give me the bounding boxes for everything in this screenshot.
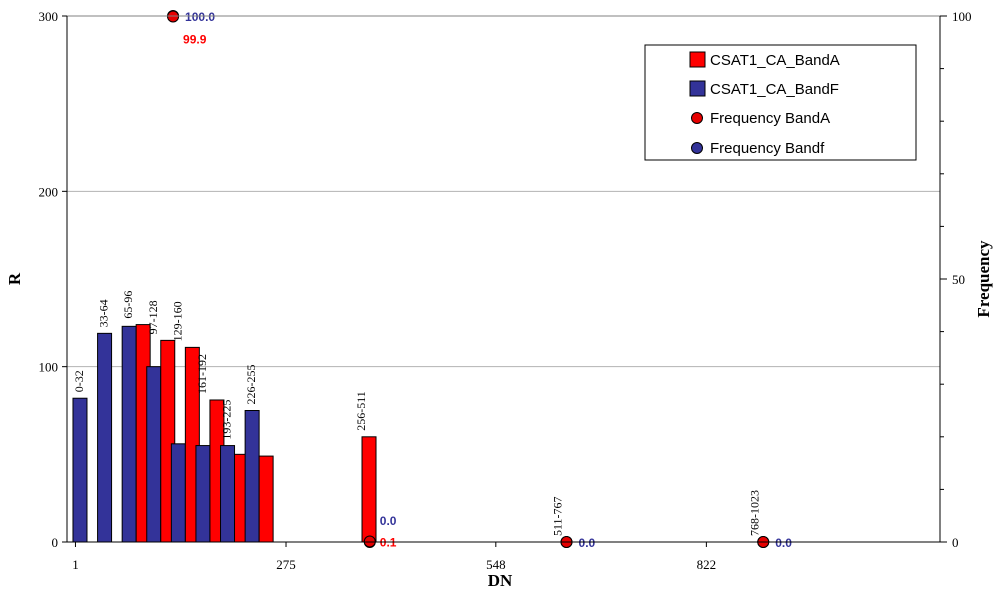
y2-tick-label: 100 <box>952 9 972 24</box>
legend-marker-frequency-banda <box>691 112 703 124</box>
bar-banda <box>258 455 274 543</box>
bar-group-label: 97-128 <box>146 300 160 334</box>
y2-axis-title: Frequency <box>974 240 993 318</box>
legend-marker-frequency-bandf <box>691 142 703 154</box>
legend-label-frequency-bandf: Frequency Bandf <box>710 140 825 157</box>
legend-label-banda: CSAT1_CA_BandA <box>710 52 840 69</box>
legend-item-frequency-banda: Frequency BandA <box>691 110 830 127</box>
y-tick-label: 200 <box>39 184 59 199</box>
bar-group-label: 65-96 <box>121 291 135 319</box>
bar-bandf <box>121 325 137 543</box>
axes <box>62 15 947 547</box>
bar-group-label: 511-767 <box>551 496 565 536</box>
frequency-point <box>363 535 376 548</box>
bar-bandf <box>195 445 211 543</box>
frequency-bandf-label: 0.0 <box>579 536 596 550</box>
x-tick-label: 1 <box>72 557 79 572</box>
legend: CSAT1_CA_BandA CSAT1_CA_BandF Frequency … <box>644 44 917 161</box>
frequency-bandf-label: 100.0 <box>185 10 215 24</box>
legend-item-bandf: CSAT1_CA_BandF <box>689 80 839 98</box>
y2-tick-label: 50 <box>952 272 965 287</box>
y2-tick-label: 0 <box>952 535 959 550</box>
bar-bandf <box>244 410 260 543</box>
bar-group-label: 256-511 <box>354 391 368 431</box>
y-tick-label: 100 <box>39 360 59 375</box>
bar-bandf <box>97 332 113 543</box>
bar-bandf <box>72 397 88 543</box>
legend-label-frequency-banda: Frequency BandA <box>710 110 830 127</box>
bar-bandf <box>220 445 236 543</box>
legend-swatch-bandf <box>689 80 706 97</box>
bar-group-label: 193-225 <box>220 400 234 440</box>
legend-swatch-banda <box>689 51 706 68</box>
bar-labels: 0-32 33-64 65-96 97-128 129-160 161-192 193-22… <box>72 291 761 536</box>
bar-bandf <box>170 443 186 543</box>
x-tick-label: 822 <box>697 557 717 572</box>
bar-group-label: 226-255 <box>244 365 258 405</box>
x-tick-label: 548 <box>486 557 506 572</box>
y-tick-label: 0 <box>52 535 59 550</box>
y-tick-label: 300 <box>39 9 59 24</box>
bar-group-label: 129-160 <box>170 301 184 341</box>
y-axis-title: R <box>5 272 24 285</box>
frequency-bandf-label: 0.0 <box>775 536 792 550</box>
bar-group-label: 33-64 <box>97 299 111 327</box>
tick-labels: 0 100 200 300 0 50 100 1 275 548 822 <box>39 9 972 572</box>
frequency-banda-label: 99.9 <box>183 33 207 47</box>
legend-item-frequency-bandf: Frequency Bandf <box>691 140 825 157</box>
bar-group-label: 161-192 <box>195 354 209 394</box>
legend-item-banda: CSAT1_CA_BandA <box>689 51 840 69</box>
frequency-bandf-label: 0.0 <box>380 514 397 528</box>
frequency-point <box>167 10 180 23</box>
bar-bandf <box>146 366 162 543</box>
bar-group-label: 0-32 <box>72 370 86 392</box>
bar-group-label: 768-1023 <box>747 490 761 536</box>
x-tick-label: 275 <box>276 557 296 572</box>
bars <box>72 324 377 543</box>
bar-banda <box>361 436 377 543</box>
legend-label-bandf: CSAT1_CA_BandF <box>710 81 839 98</box>
x-axis-title: DN <box>488 571 513 590</box>
